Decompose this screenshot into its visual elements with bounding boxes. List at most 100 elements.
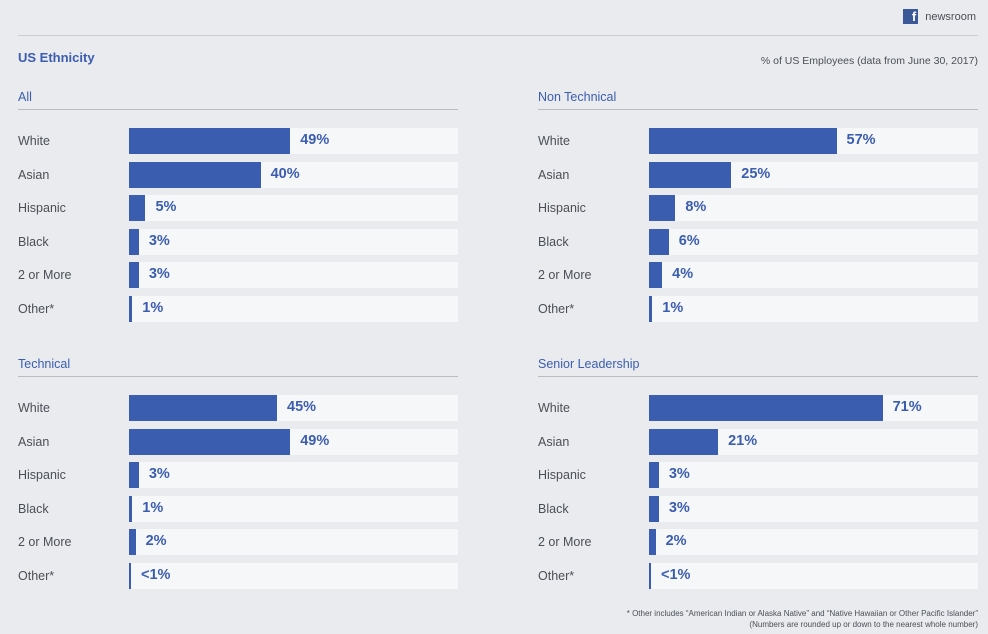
- brand[interactable]: f newsroom: [903, 9, 976, 24]
- bar-track: 3%: [129, 462, 458, 488]
- bar: [129, 529, 136, 555]
- bar-row: Other* 1%: [538, 295, 978, 322]
- bar-row: Asian 21%: [538, 428, 978, 455]
- bar: [129, 428, 291, 455]
- bar-track: 4%: [649, 262, 978, 288]
- bar-row: Asian 49%: [18, 428, 458, 455]
- data-label: 40%: [270, 165, 300, 182]
- bar-track: 25%: [649, 161, 978, 188]
- category-label: 2 or More: [538, 268, 592, 282]
- bar: [649, 562, 651, 589]
- category-label: 2 or More: [18, 268, 72, 282]
- category-label: Other*: [538, 301, 575, 316]
- bar-row: Other* 1%: [18, 295, 458, 322]
- bar-row: Black 6%: [538, 228, 978, 255]
- data-label: 71%: [892, 399, 922, 415]
- bar-row: Black 3%: [18, 228, 458, 255]
- category-label: Asian: [18, 434, 50, 449]
- bar-track: 8%: [649, 195, 978, 221]
- panel-title: All: [18, 90, 458, 110]
- bar-row: Other* <1%: [538, 562, 978, 589]
- category-label: Asian: [538, 434, 570, 449]
- bar-row: Other* <1%: [18, 562, 458, 589]
- bar-track: 3%: [649, 495, 978, 522]
- chart-panel: Non Technical White 57% Asian 25% Hispanic 8% B…: [538, 90, 978, 330]
- bar: [129, 462, 139, 488]
- category-label: Other*: [18, 301, 55, 316]
- bar: [649, 262, 663, 288]
- category-label: White: [538, 134, 570, 148]
- bar: [129, 295, 133, 322]
- bar: [649, 295, 653, 322]
- bar-row: White 71%: [538, 395, 978, 421]
- category-label: Hispanic: [538, 468, 586, 482]
- category-label: Black: [538, 234, 569, 249]
- data-label: 45%: [287, 399, 317, 415]
- category-label: White: [18, 401, 50, 415]
- bar-track: 1%: [129, 495, 458, 522]
- data-label: 3%: [668, 466, 690, 482]
- data-label: 2%: [145, 533, 167, 549]
- data-label: 3%: [148, 232, 170, 249]
- bar-track: <1%: [129, 562, 458, 589]
- category-label: Other*: [538, 568, 575, 583]
- facebook-icon: f: [903, 9, 919, 24]
- data-label: 6%: [678, 232, 700, 249]
- data-label: 1%: [142, 499, 164, 516]
- bar-row: 2 or More 2%: [538, 529, 978, 555]
- bar-track: 5%: [129, 195, 458, 221]
- category-label: Black: [18, 501, 49, 516]
- bar-row: White 57%: [538, 128, 978, 154]
- bar-row: 2 or More 3%: [18, 262, 458, 288]
- category-label: Hispanic: [18, 201, 66, 215]
- bar-row: 2 or More 4%: [538, 262, 978, 288]
- bar-track: 2%: [129, 529, 458, 555]
- data-label: 21%: [728, 432, 758, 449]
- bar-row: Black 3%: [538, 495, 978, 522]
- bar-track: 21%: [649, 428, 978, 455]
- category-label: 2 or More: [18, 535, 72, 549]
- bar-row: Hispanic 5%: [18, 195, 458, 221]
- category-label: Black: [18, 234, 49, 249]
- bar-track: 71%: [649, 395, 978, 421]
- data-label: 1%: [662, 299, 684, 316]
- bar-row: Black 1%: [18, 495, 458, 522]
- category-label: Other*: [18, 568, 55, 583]
- panel-title: Senior Leadership: [538, 357, 978, 377]
- bar: [649, 228, 669, 255]
- bar-track: 3%: [129, 262, 458, 288]
- bar: [649, 395, 883, 421]
- bar: [649, 428, 719, 455]
- bar-row: White 49%: [18, 128, 458, 154]
- bar: [649, 128, 837, 154]
- bar: [129, 562, 131, 589]
- bar-track: 57%: [649, 128, 978, 154]
- chart-panel: Technical White 45% Asian 49% Hispanic 3% Black…: [18, 357, 458, 597]
- data-label: <1%: [661, 566, 691, 583]
- bar: [129, 195, 146, 221]
- chart-panel: All White 49% Asian 40% Hispanic 5% Black 3% 2 or…: [18, 90, 458, 330]
- bar-track: 6%: [649, 228, 978, 255]
- bar-track: 40%: [129, 161, 458, 188]
- bar-track: 1%: [649, 295, 978, 322]
- data-label: <1%: [141, 566, 171, 583]
- data-label: 3%: [148, 266, 170, 282]
- data-label: 1%: [142, 299, 164, 316]
- bar: [129, 128, 291, 154]
- data-label: 3%: [148, 466, 170, 482]
- data-label: 57%: [846, 132, 876, 148]
- bar-row: Hispanic 3%: [538, 462, 978, 488]
- bar-row: 2 or More 2%: [18, 529, 458, 555]
- bar-track: 2%: [649, 529, 978, 555]
- bar: [649, 462, 659, 488]
- bar: [129, 262, 139, 288]
- category-label: Hispanic: [538, 201, 586, 215]
- panel-title: Non Technical: [538, 90, 978, 110]
- bar: [129, 161, 261, 188]
- bar-row: Hispanic 3%: [18, 462, 458, 488]
- data-label: 2%: [665, 533, 687, 549]
- category-label: Hispanic: [18, 468, 66, 482]
- bar: [129, 395, 278, 421]
- category-label: Black: [538, 501, 569, 516]
